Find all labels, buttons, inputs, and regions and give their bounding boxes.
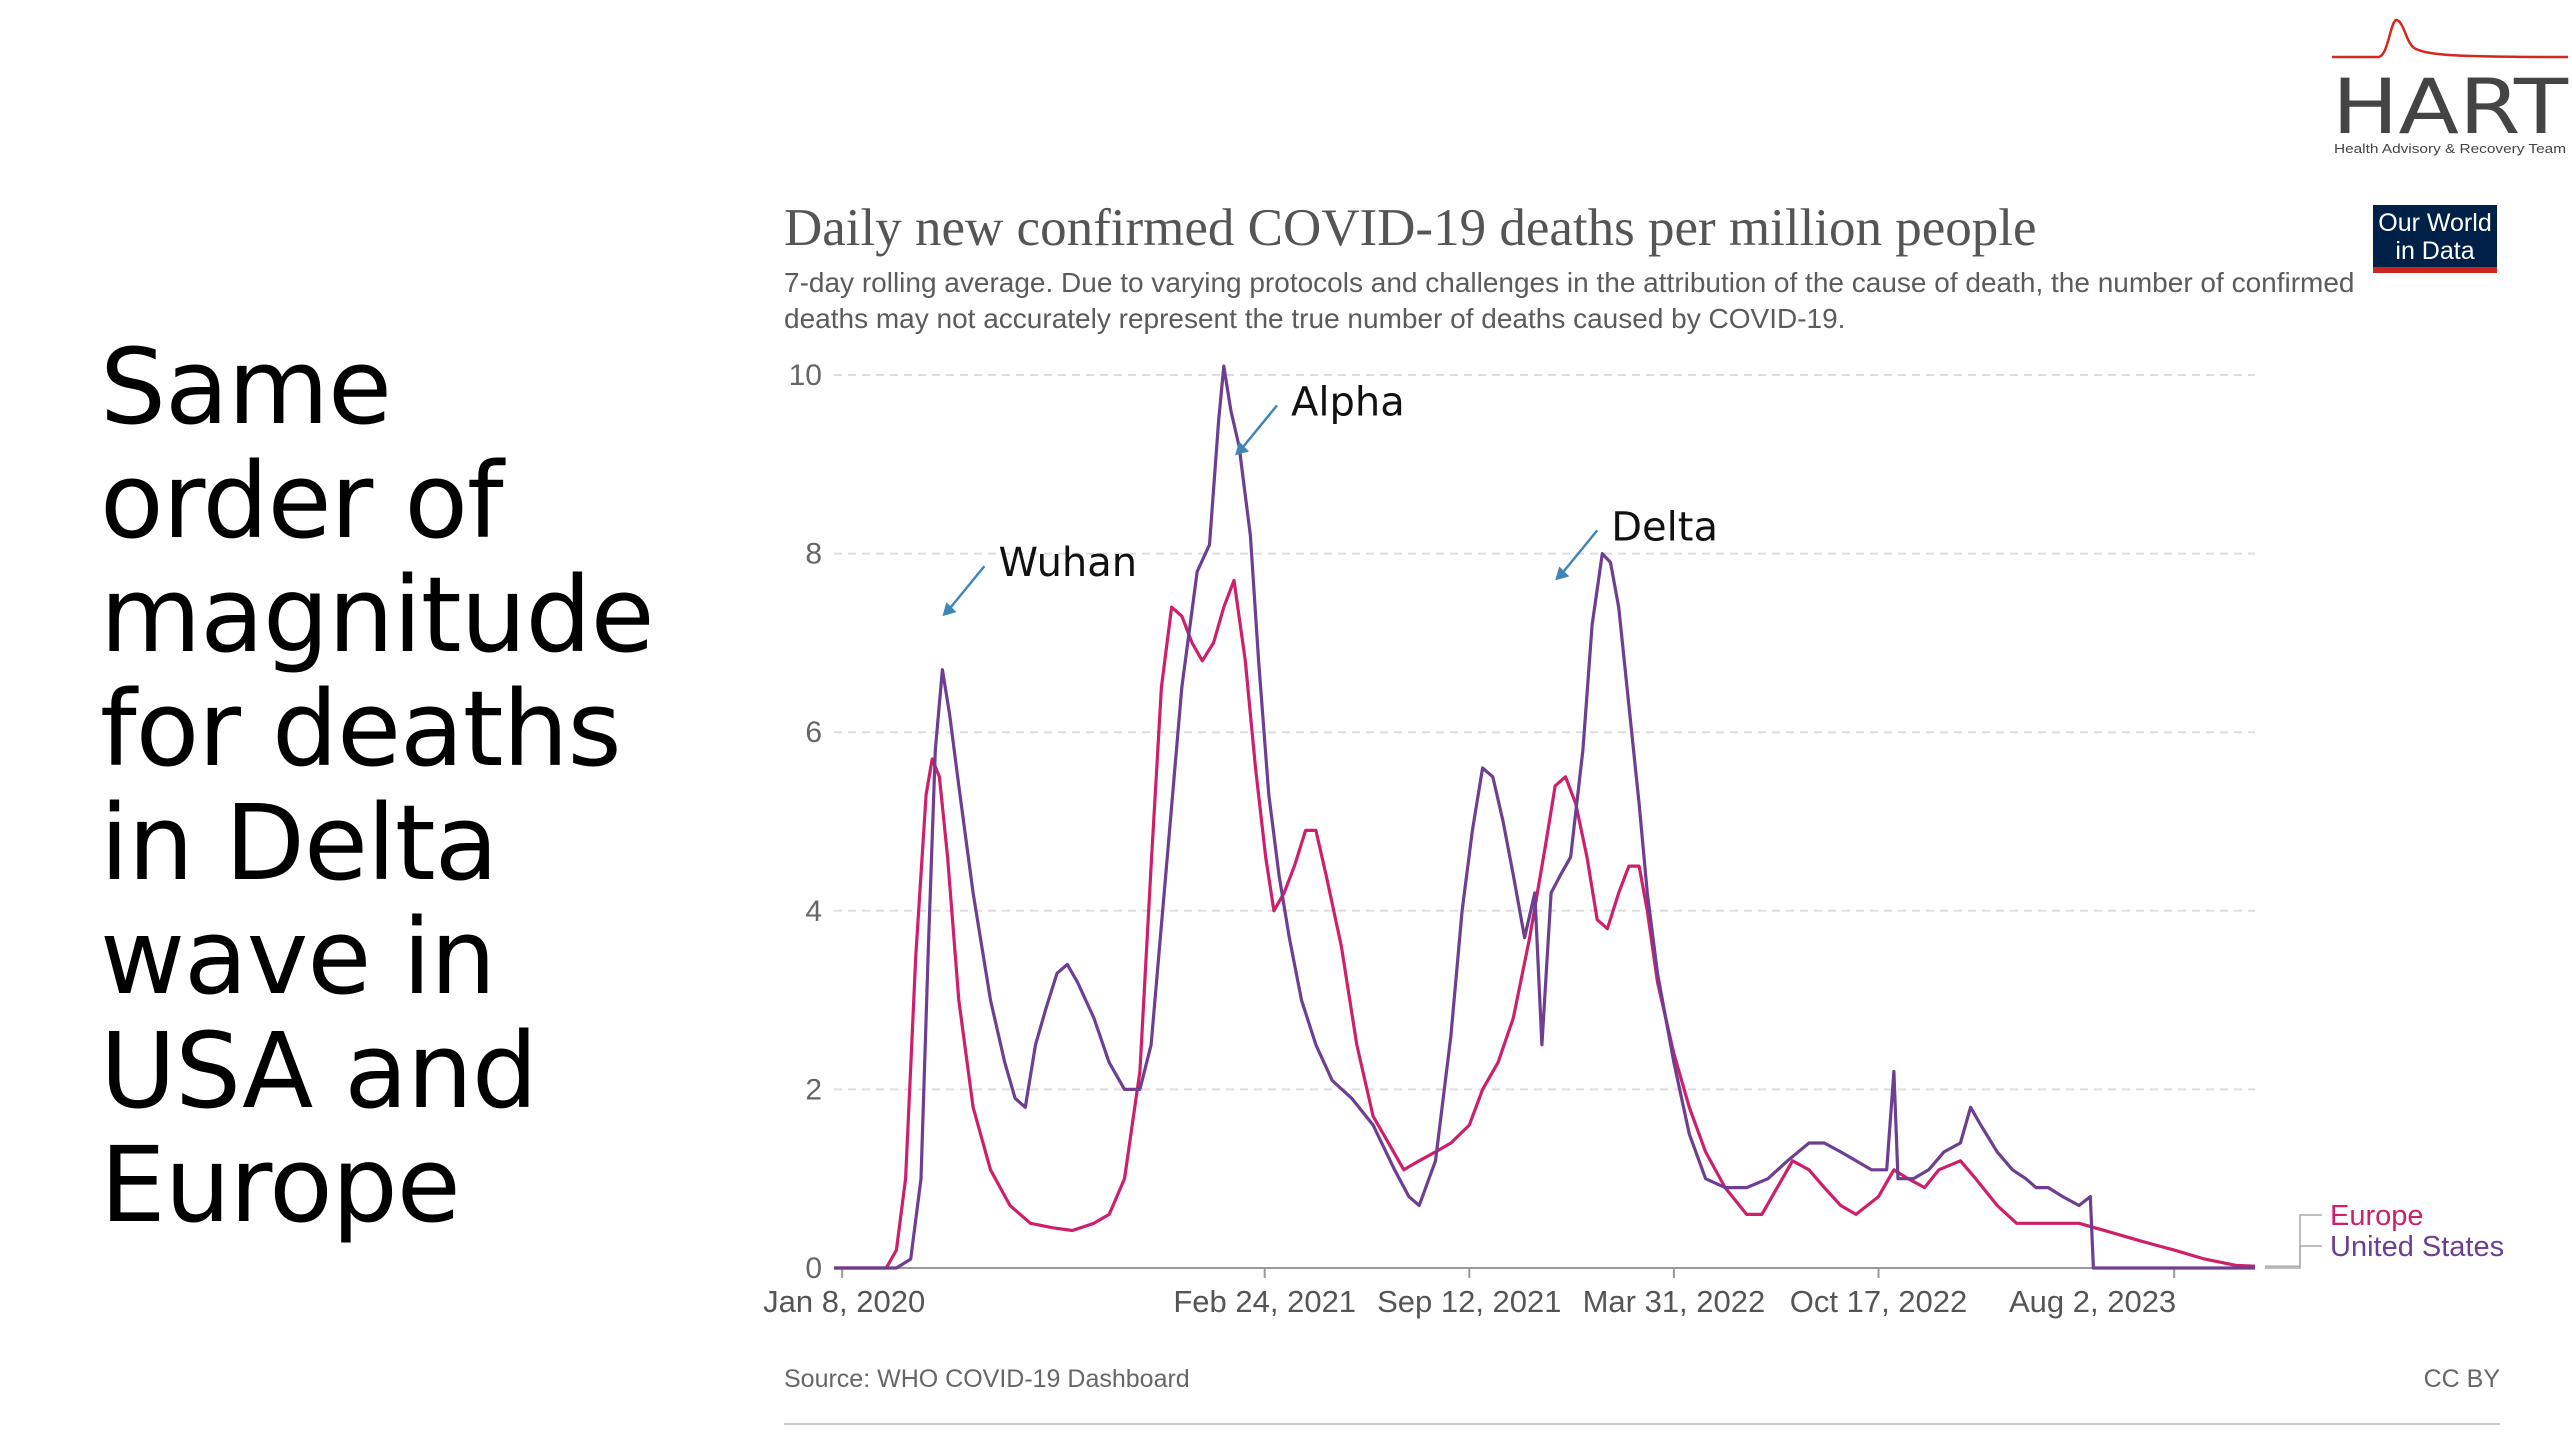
y-tick-label: 2 xyxy=(805,1073,822,1106)
annotation-arrowhead xyxy=(942,602,957,617)
chart-subtitle: 7-day rolling average. Due to varying pr… xyxy=(784,267,2355,334)
logo-wordmark: HART xyxy=(2332,62,2569,151)
annotation-label: Delta xyxy=(1611,504,1718,550)
headline-line: for deaths xyxy=(100,668,622,790)
x-tick-label: Aug 2, 2023 xyxy=(2009,1284,2176,1319)
legend-connector xyxy=(2265,1245,2322,1269)
x-tick-label: Jan 8, 2020 xyxy=(763,1284,925,1319)
annotation-arrowhead xyxy=(1555,566,1570,581)
license-link[interactable]: CC BY xyxy=(2423,1365,2500,1393)
annotation-label: Wuhan xyxy=(998,540,1137,586)
headline-line: wave in xyxy=(100,896,496,1018)
x-tick-label: Mar 31, 2022 xyxy=(1583,1284,1766,1319)
legend-connector xyxy=(2265,1214,2322,1267)
headline-line: in Delta xyxy=(100,782,498,904)
chart-title: Daily new confirmed COVID-19 deaths per … xyxy=(784,199,2037,257)
x-tick-label: Oct 17, 2022 xyxy=(1790,1284,1968,1319)
footer-divider xyxy=(784,1423,2500,1425)
owid-badge-line: in Data xyxy=(2395,237,2475,265)
y-axis-labels: 0 2 4 6 8 10 xyxy=(789,359,822,1285)
logo-heartbeat-line xyxy=(2332,18,2569,59)
source-note: Source: WHO COVID-19 Dashboard xyxy=(784,1365,1190,1393)
headline-line: order of xyxy=(100,440,504,562)
chart-annotations: Wuhan Alpha Delta xyxy=(942,379,1718,617)
annotation-arrow-line xyxy=(1560,529,1599,576)
logo-tagline: Health Advisory & Recovery Team xyxy=(2334,141,2566,156)
headline-line: Europe xyxy=(100,1124,461,1246)
annotation-arrow-line xyxy=(1240,404,1278,451)
headline-line: magnitude xyxy=(100,554,655,676)
series-line-united-states xyxy=(834,364,2255,1270)
annotation-arrow-line xyxy=(947,565,986,611)
owid-badge-line: Our World xyxy=(2378,209,2492,237)
owid-badge[interactable]: Our World in Data xyxy=(2373,205,2497,273)
y-tick-label: 6 xyxy=(805,716,822,749)
y-tick-label: 4 xyxy=(805,895,822,928)
y-tick-label: 8 xyxy=(805,538,822,571)
legend-label: United States xyxy=(2330,1231,2504,1263)
chart-series xyxy=(834,364,2256,1270)
x-tick-label: Sep 12, 2021 xyxy=(1377,1284,1561,1319)
chart-grid xyxy=(834,374,2255,1269)
slide-headline: Same order of magnitude for deaths in De… xyxy=(100,330,740,1242)
y-tick-label: 10 xyxy=(789,359,822,392)
y-tick-label: 0 xyxy=(805,1252,822,1285)
x-tick-label: Feb 24, 2021 xyxy=(1173,1284,1356,1319)
series-line-europe xyxy=(834,578,2256,1270)
hart-logo: HART Health Advisory & Recovery Team xyxy=(2332,18,2569,156)
annotation-label: Alpha xyxy=(1291,379,1405,425)
annotation-arrowhead xyxy=(1235,441,1250,456)
headline-line: USA and xyxy=(100,1010,538,1132)
legend-label: Europe xyxy=(2330,1200,2424,1232)
headline-line: Same xyxy=(100,326,392,448)
x-axis: Jan 8, 2020 Feb 24, 2021 Sep 12, 2021 Mar 3… xyxy=(763,1268,2176,1319)
